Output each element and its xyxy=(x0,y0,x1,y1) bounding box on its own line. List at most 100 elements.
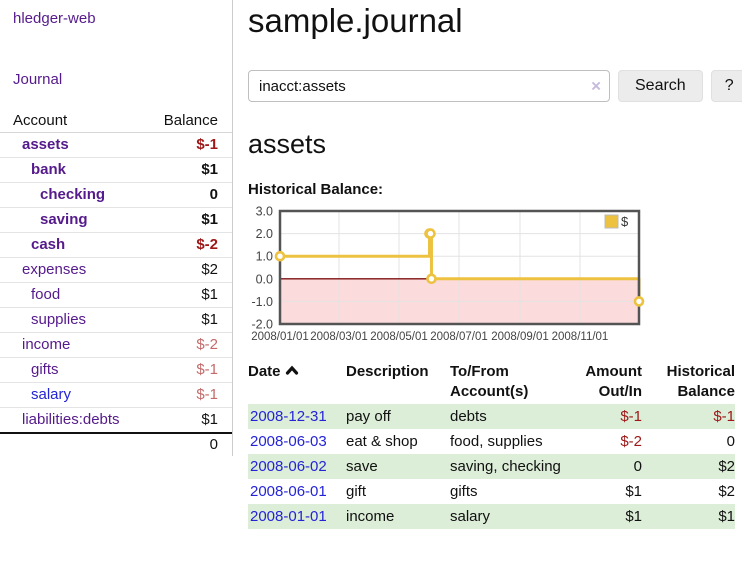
accounts-col-account: Account xyxy=(0,109,148,133)
account-balance: $-2 xyxy=(147,332,232,358)
search-form: × Search ? xyxy=(248,70,742,103)
account-row: gifts $-1 xyxy=(0,357,232,383)
accounts-table: Account Balance assets $-1 bank $1 checking 0… xyxy=(0,109,232,456)
transaction-row: 2008-06-01 gift gifts $1 $2 xyxy=(248,479,735,504)
transaction-amount: $-2 xyxy=(620,433,642,451)
account-row: salary $-1 xyxy=(0,382,232,408)
account-balance: $-2 xyxy=(147,232,232,258)
account-link[interactable]: supplies xyxy=(31,311,87,328)
account-row: supplies $1 xyxy=(0,307,232,333)
svg-text:3.0: 3.0 xyxy=(256,205,273,219)
historical-balance-chart: $3.0 2.0 1.0 0.0 -1.0 -2.0 2008/01/01 2008/03/0… xyxy=(248,205,742,349)
account-row: income $-2 xyxy=(0,332,232,358)
account-row: cash $-2 xyxy=(0,232,232,258)
transaction-amount: $1 xyxy=(625,483,642,501)
register-table-body: 2008-12-31 pay off debts $-1 $-1 2008-06-03 ea… xyxy=(248,404,735,530)
svg-text:2.0: 2.0 xyxy=(256,227,273,241)
account-link[interactable]: saving xyxy=(40,211,88,228)
transaction-amount: 0 xyxy=(633,458,642,476)
transaction-amount: $1 xyxy=(625,508,642,526)
account-row: liabilities:debts $1 xyxy=(0,407,232,434)
account-heading: assets xyxy=(248,129,327,160)
account-link[interactable]: gifts xyxy=(31,361,59,378)
transaction-accounts: salary xyxy=(450,508,491,526)
sidebar-item-journal[interactable]: Journal xyxy=(13,71,63,88)
account-row: food $1 xyxy=(0,282,232,308)
register-header-row: Date Description To/From Account(s) Amount Ou… xyxy=(248,360,735,404)
search-input[interactable] xyxy=(248,70,610,103)
svg-text:1.0: 1.0 xyxy=(256,250,273,264)
svg-text:$: $ xyxy=(621,214,629,229)
account-row: expenses $2 xyxy=(0,257,232,283)
account-balance: 0 xyxy=(147,182,232,208)
account-link[interactable]: expenses xyxy=(22,261,87,278)
account-balance: $-1 xyxy=(147,132,232,158)
account-link[interactable]: salary xyxy=(31,386,72,403)
search-button[interactable]: Search xyxy=(618,70,703,103)
accounts-total-value: 0 xyxy=(0,432,232,456)
transaction-date-link[interactable]: 2008-01-01 xyxy=(250,508,327,526)
page-title: sample.journal xyxy=(248,2,463,39)
account-link[interactable]: checking xyxy=(40,186,106,203)
svg-text:2008/11/01: 2008/11/01 xyxy=(552,331,609,343)
transaction-date-link[interactable]: 2008-06-03 xyxy=(250,433,327,451)
transaction-description: gift xyxy=(346,483,367,501)
transaction-date-link[interactable]: 2008-06-02 xyxy=(250,458,327,476)
account-balance: $1 xyxy=(147,207,232,233)
accounts-total-row: 0 xyxy=(0,432,232,456)
account-row: bank $1 xyxy=(0,157,232,183)
account-link[interactable]: food xyxy=(31,286,61,303)
account-row: assets $-1 xyxy=(0,132,232,158)
transaction-balance: $-1 xyxy=(713,408,735,426)
sort-ascending-icon xyxy=(285,365,298,375)
app: hledger-web Journal Account Balance asse… xyxy=(0,0,742,530)
clear-search-icon[interactable]: × xyxy=(591,76,601,96)
account-link[interactable]: bank xyxy=(31,161,67,178)
transaction-accounts: saving, checking xyxy=(450,458,561,476)
account-link[interactable]: income xyxy=(22,336,71,353)
transaction-row: 2008-12-31 pay off debts $-1 $-1 xyxy=(248,404,735,430)
transaction-row: 2008-01-01 income salary $1 $1 xyxy=(248,504,735,530)
transaction-description: save xyxy=(346,458,378,476)
transaction-amount: $-1 xyxy=(620,408,642,426)
register-col-description: Description xyxy=(346,363,429,381)
transaction-balance: $2 xyxy=(718,483,735,501)
app-title-link[interactable]: hledger-web xyxy=(13,10,96,27)
account-balance: $1 xyxy=(147,307,232,333)
transaction-balance: $1 xyxy=(718,508,735,526)
account-balance: $1 xyxy=(147,157,232,183)
svg-text:-2.0: -2.0 xyxy=(251,318,273,332)
transaction-balance: $2 xyxy=(718,458,735,476)
transaction-description: eat & shop xyxy=(346,433,418,451)
svg-text:2008/07/01: 2008/07/01 xyxy=(430,331,488,343)
svg-text:0.0: 0.0 xyxy=(256,273,273,287)
transaction-row: 2008-06-02 save saving, checking 0 $2 xyxy=(248,454,735,480)
accounts-table-body: assets $-1 bank $1 checking 0 saving $1 cash $-2 e… xyxy=(0,132,232,434)
transaction-description: pay off xyxy=(346,408,391,426)
transaction-row: 2008-06-03 eat & shop food, supplies $-2 0 xyxy=(248,429,735,454)
register-col-date[interactable]: Date xyxy=(248,360,346,404)
accounts-header-row: Account Balance xyxy=(0,109,232,133)
search-help-button[interactable]: ? xyxy=(710,70,742,103)
account-balance: $1 xyxy=(147,407,232,434)
account-row: checking 0 xyxy=(0,182,232,208)
transaction-accounts: gifts xyxy=(450,483,478,501)
account-link[interactable]: assets xyxy=(22,136,69,153)
svg-text:2008/03/01: 2008/03/01 xyxy=(310,331,368,343)
account-row: saving $1 xyxy=(0,207,232,233)
svg-text:-1.0: -1.0 xyxy=(251,295,273,309)
register-col-amount: Amount Out/In xyxy=(585,363,642,401)
chart-title: Historical Balance: xyxy=(248,181,384,199)
transaction-date-link[interactable]: 2008-12-31 xyxy=(250,408,327,426)
transaction-date-link[interactable]: 2008-06-01 xyxy=(250,483,327,501)
register-col-tofrom: To/From Account(s) xyxy=(450,363,529,401)
account-balance: $1 xyxy=(147,282,232,308)
sidebar: hledger-web Journal Account Balance asse… xyxy=(0,0,233,456)
account-link[interactable]: liabilities:debts xyxy=(22,411,120,428)
transaction-description: income xyxy=(346,508,395,526)
account-balance: $-1 xyxy=(147,382,232,408)
account-link[interactable]: cash xyxy=(31,236,66,253)
accounts-col-balance: Balance xyxy=(147,109,232,133)
svg-text:2008/09/01: 2008/09/01 xyxy=(491,331,549,343)
